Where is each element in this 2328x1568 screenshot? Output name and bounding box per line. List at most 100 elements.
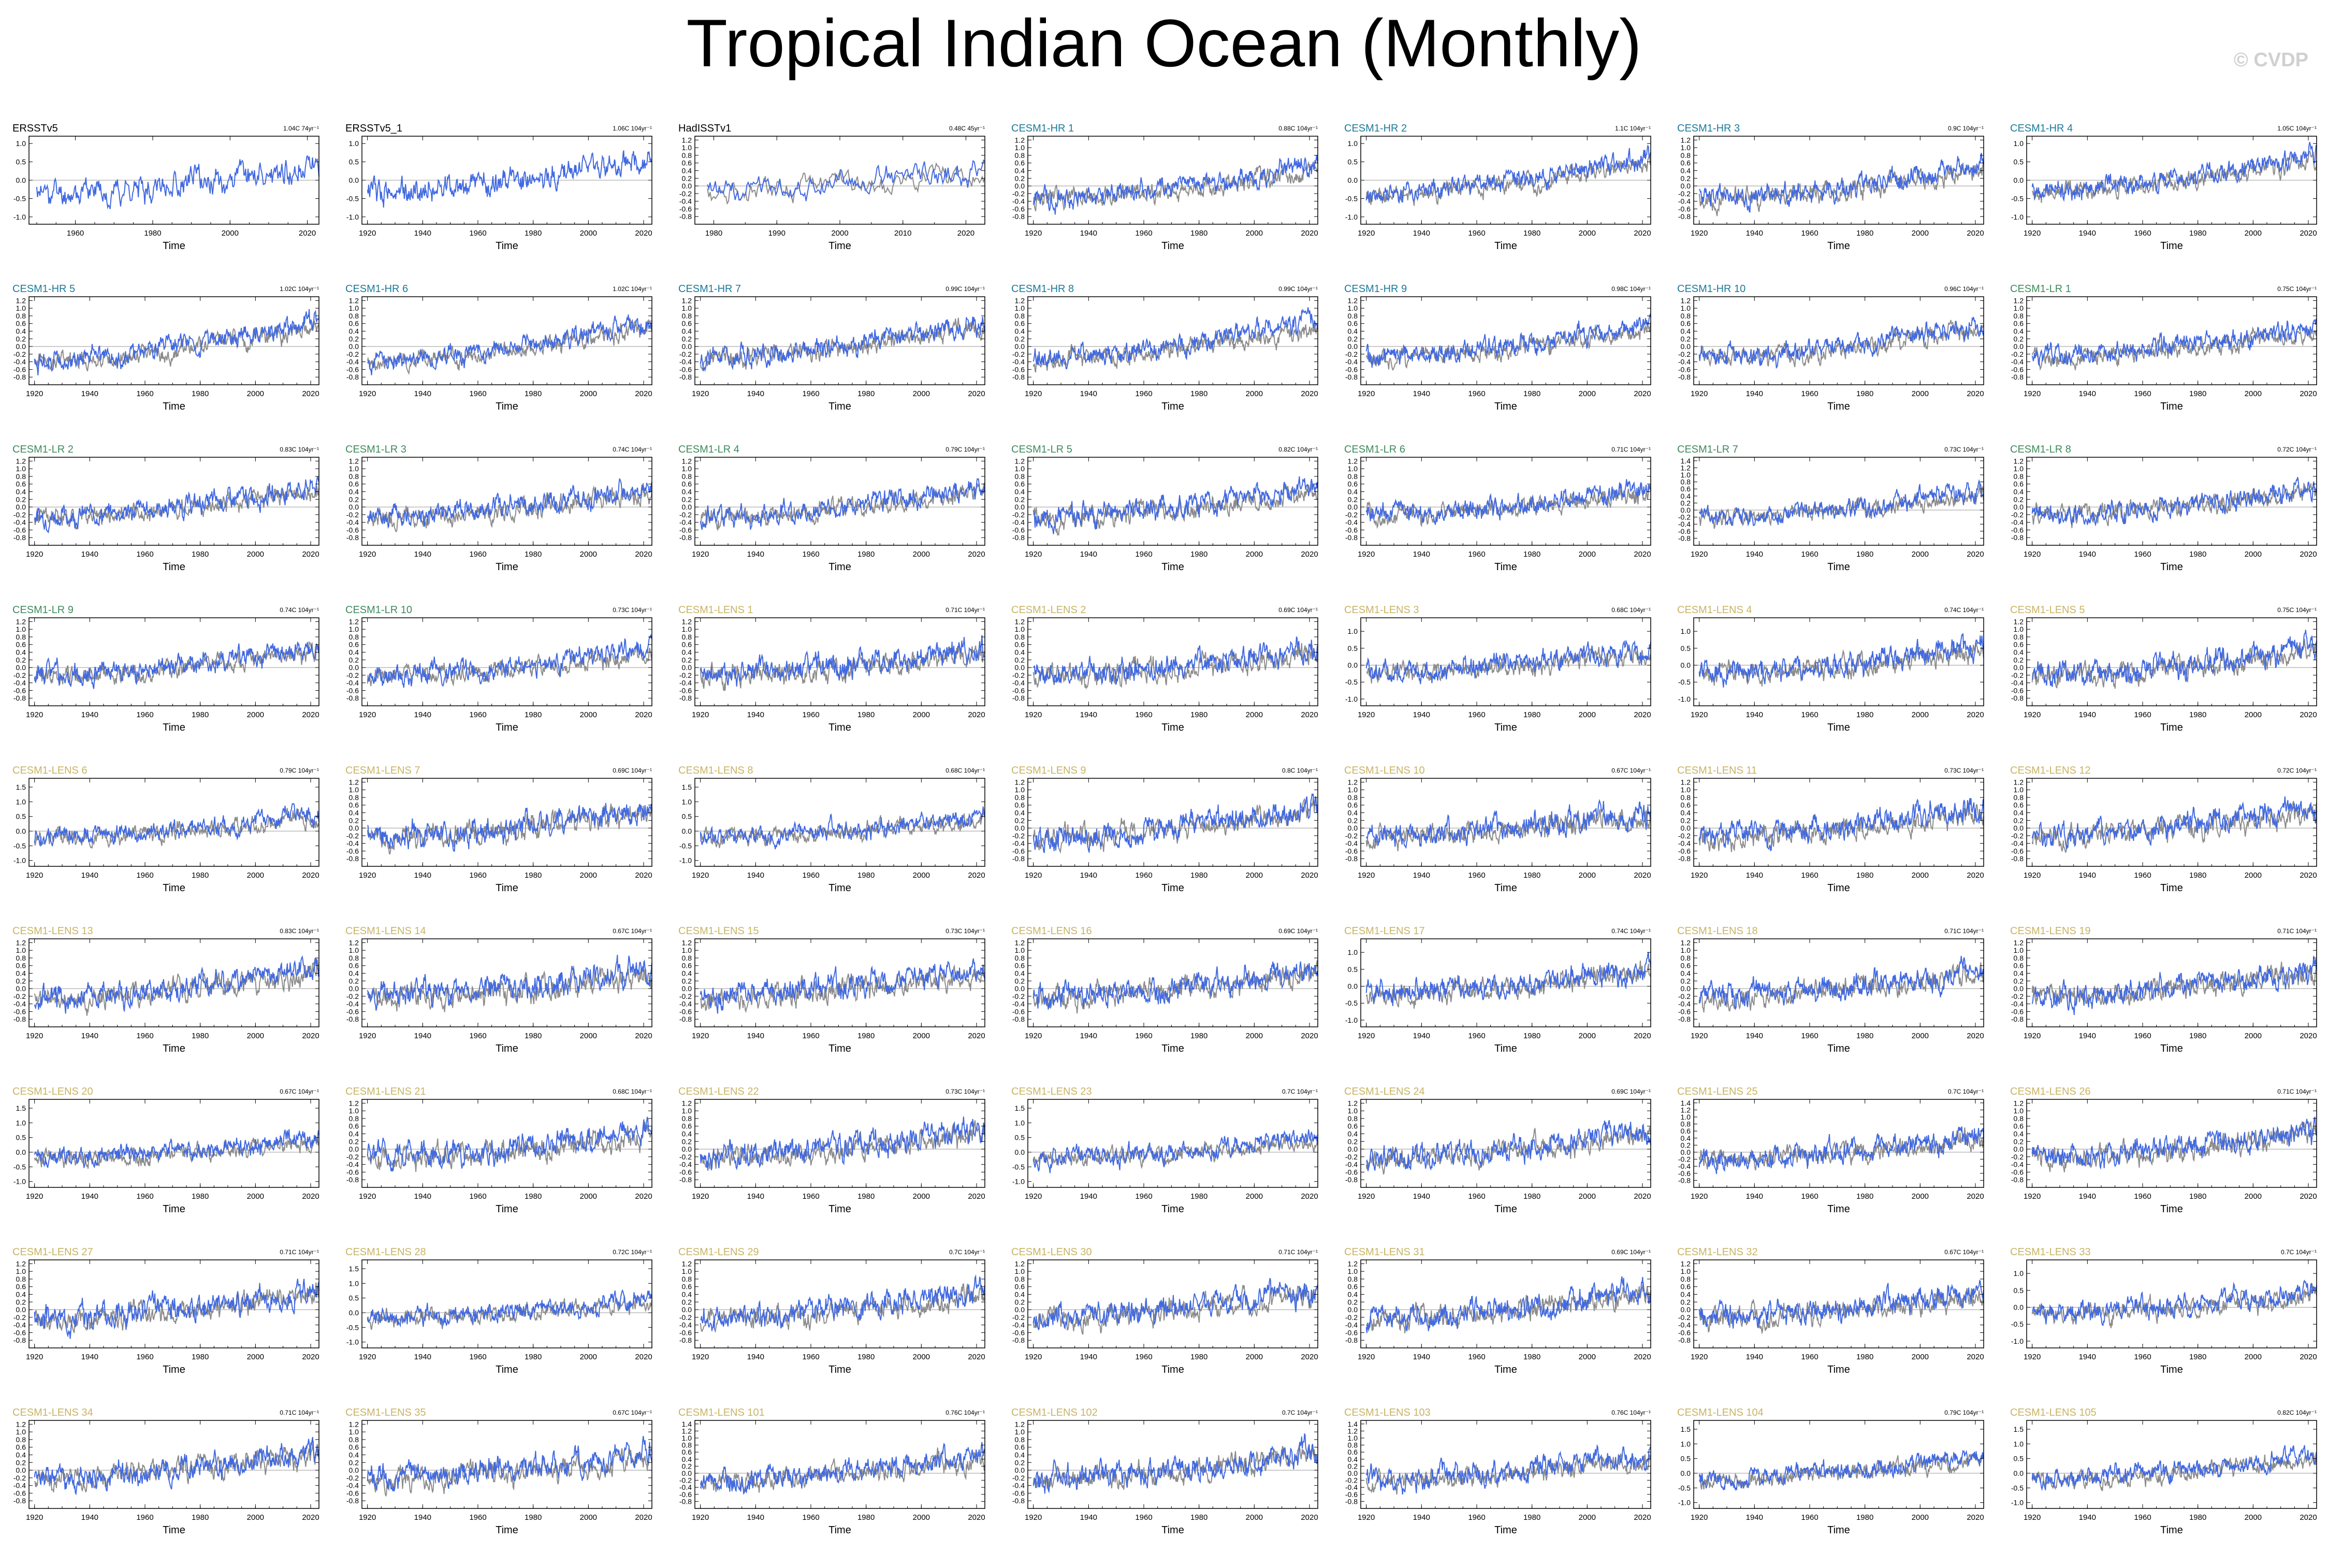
plot-frame <box>1693 136 1984 225</box>
series-line <box>34 642 319 689</box>
x-tick-label: 2020 <box>1301 1513 1318 1522</box>
y-tick-label: 1.0 <box>2014 786 2024 794</box>
chart-panel: 1.2 1.0 0.8 0.6 0.4 0.2 0.0 -0.2 -0.4 -0.6 -0.8 192… <box>4 1230 325 1393</box>
y-tick-label: 0.0 <box>16 1148 26 1156</box>
y-tick-label: -0.4 <box>346 1000 359 1008</box>
y-tick-label: 0.5 <box>16 158 26 166</box>
y-tick-label: 0.8 <box>2014 954 2024 962</box>
y-tick-label: -1.0 <box>2011 1499 2024 1507</box>
x-axis-label: Time <box>1827 882 1850 894</box>
panel-name: CESM1-LENS 28 <box>345 1246 426 1258</box>
series-line <box>367 1435 652 1492</box>
x-tick-label: 1960 <box>2134 871 2151 880</box>
x-axis-label: Time <box>1494 1203 1517 1215</box>
plot-frame <box>1360 778 1651 867</box>
y-tick-label: 0.8 <box>16 312 26 320</box>
panel-name: CESM1-LENS 103 <box>1344 1407 1431 1418</box>
panel-name: CESM1-LR 9 <box>12 604 74 616</box>
x-tick-label: 1920 <box>1358 710 1375 719</box>
x-tick-label: 2020 <box>635 710 652 719</box>
y-tick-label: -0.2 <box>1678 992 1691 1000</box>
x-tick-label: 2020 <box>1634 229 1651 238</box>
y-tick-label: -0.4 <box>679 518 692 527</box>
y-tick-label: -0.4 <box>1678 197 1691 206</box>
y-tick-label: 0.6 <box>1348 1122 1358 1130</box>
x-tick-label: 1980 <box>1523 1032 1540 1040</box>
y-tick-label: -0.8 <box>13 1336 26 1344</box>
x-tick-label: 1980 <box>1523 710 1540 719</box>
chart-panel: 1.2 1.0 0.8 0.6 0.4 0.2 0.0 -0.2 -0.4 -0.6 -0.8 192… <box>337 267 658 430</box>
y-tick-label: 0.6 <box>16 962 26 970</box>
x-tick-label: 1960 <box>1801 710 1818 719</box>
y-tick-label: 0.8 <box>1348 793 1358 802</box>
y-tick-label: 1.0 <box>1681 304 1691 312</box>
x-tick-label: 2020 <box>2300 1032 2317 1040</box>
chart-panel: 1.5 1.0 0.5 0.0 -0.5 -1.0 1920 1940 1960 1980 2000… <box>337 1230 658 1393</box>
x-axis-label: Time <box>2160 240 2183 252</box>
y-tick-label: 0.0 <box>1348 503 1358 511</box>
x-tick-label: 2000 <box>1912 710 1929 719</box>
x-axis-label: Time <box>2160 561 2183 573</box>
panel-name: CESM1-LR 6 <box>1344 444 1405 455</box>
series-line <box>367 634 652 688</box>
y-tick-label: 0.8 <box>682 954 692 962</box>
x-axis-label: Time <box>1161 1043 1184 1054</box>
panel-name: CESM1-LENS 3 <box>1344 604 1419 616</box>
y-tick-label: 0.8 <box>2014 312 2024 320</box>
x-tick-label: 2020 <box>1634 550 1651 559</box>
x-tick-label: 2020 <box>635 550 652 559</box>
x-tick-label: 1960 <box>1801 1192 1818 1201</box>
y-tick-label: -0.6 <box>679 526 692 534</box>
plot-frame <box>1693 938 1984 1027</box>
series-line <box>1365 798 1651 849</box>
y-tick-label: 0.6 <box>1348 1283 1358 1291</box>
x-tick-label: 1920 <box>26 1192 43 1201</box>
panel-name: CESM1-HR 3 <box>1677 123 1740 134</box>
y-tick-label: -0.8 <box>346 1015 359 1023</box>
y-tick-label: -0.8 <box>2011 1015 2024 1023</box>
panel-plot: 1.21.00.80.60.40.20.0-0.2-0.4-0.6-0.8192… <box>1678 136 1984 252</box>
y-tick-label: 0.0 <box>1681 824 1691 832</box>
y-tick-label: 1.0 <box>1681 143 1691 152</box>
y-tick-label: -0.5 <box>1678 678 1691 686</box>
y-tick-label: 0.8 <box>1015 151 1025 159</box>
x-tick-label: 2020 <box>635 1192 652 1201</box>
chart-panel: 1.2 1.0 0.8 0.6 0.4 0.2 0.0 -0.2 -0.4 -0.6 -0.8 192… <box>1669 267 1990 430</box>
x-tick-label: 1920 <box>2024 550 2041 559</box>
y-tick-label: 0.6 <box>1348 480 1358 488</box>
series-line <box>367 314 652 375</box>
y-tick-label: -0.2 <box>1012 511 1025 519</box>
y-tick-label: 1.5 <box>1015 1104 1025 1112</box>
trend-label: 0.74C 104yr⁻¹ <box>1611 927 1651 935</box>
x-tick-label: 1920 <box>1025 1353 1042 1361</box>
y-tick-label: 1.0 <box>682 304 692 312</box>
x-tick-label: 1920 <box>359 1513 376 1522</box>
x-tick-label: 1920 <box>2024 710 2041 719</box>
x-tick-label: 2000 <box>831 229 848 238</box>
panel-plot: 1.0 0.5 0.0 -0.5 -1.0 1960 1980 2000 2020 Time <box>13 136 319 252</box>
y-tick-label: -0.4 <box>1678 839 1691 848</box>
y-tick-label: 0.6 <box>1015 480 1025 488</box>
y-tick-label: 1.0 <box>1681 1113 1691 1121</box>
plot-frame <box>694 457 985 546</box>
y-tick-label: -0.6 <box>1678 527 1691 535</box>
y-tick-label: -0.2 <box>1012 1313 1025 1322</box>
y-tick-label: -0.4 <box>1678 1162 1691 1170</box>
y-tick-label: 1.2 <box>1015 617 1025 626</box>
y-tick-label: 0.0 <box>2014 1469 2024 1477</box>
plot-frame <box>2026 1099 2317 1188</box>
y-tick-label: -0.8 <box>1345 1175 1358 1184</box>
series-line <box>367 150 652 208</box>
x-axis-label: Time <box>2160 882 2183 894</box>
trend-label: 0.7C 104yr⁻¹ <box>949 1248 985 1256</box>
y-tick-label: 1.0 <box>349 464 359 473</box>
y-tick-label: -0.8 <box>1345 854 1358 863</box>
x-tick-label: 1920 <box>2024 389 2041 398</box>
x-tick-label: 1980 <box>192 389 209 398</box>
y-tick-label: 1.2 <box>349 457 359 465</box>
plot-frame <box>28 778 319 867</box>
y-tick-label: 1.0 <box>349 1107 359 1115</box>
plot-frame <box>361 1420 652 1509</box>
x-axis-label: Time <box>1494 561 1517 573</box>
